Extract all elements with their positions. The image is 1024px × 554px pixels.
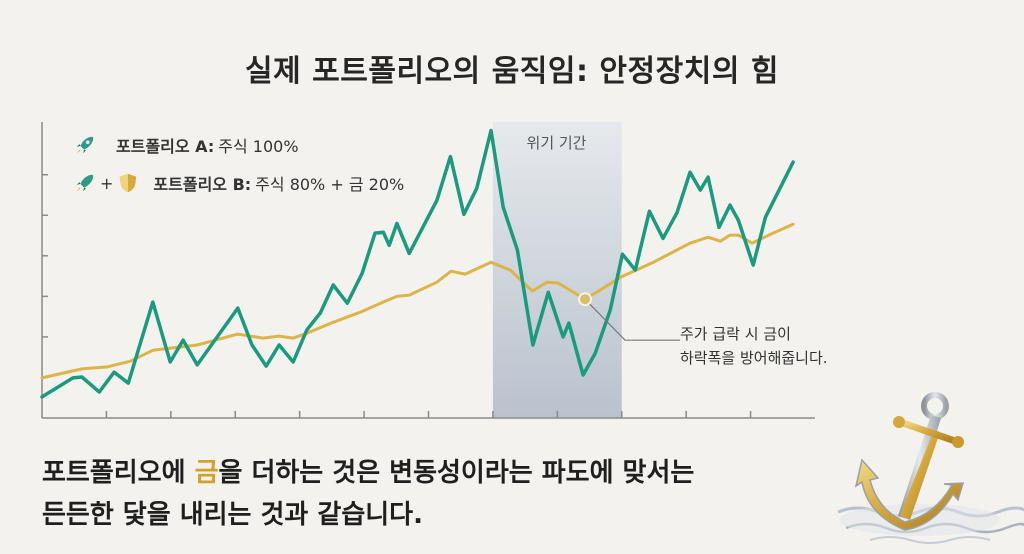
crisis-period-label: 위기 기간 [526, 134, 587, 152]
legend-label-b: 포트폴리오 B: [153, 175, 252, 194]
rocket-icon [76, 136, 94, 154]
series-portfolio-a-line [40, 128, 795, 399]
legend-desc-a: 주식 100% [218, 137, 299, 156]
gold-shield-icon [120, 173, 137, 193]
caption-gold-word: 금 [194, 458, 219, 488]
anchor-illustration [837, 392, 1024, 544]
rocket-icon [76, 174, 94, 192]
legend-item-portfolio-b: + 포트폴리오 B: 주식 80% + 금 20% [74, 171, 404, 195]
caption-text: 을 더하는 것은 변동성이라는 파도에 맞서는 [218, 458, 695, 488]
caption: 포트폴리오에 금을 더하는 것은 변동성이라는 파도에 맞서는 든든한 닻을 내… [42, 452, 694, 536]
caption-text: 포트폴리오에 [42, 458, 195, 488]
legend-item-portfolio-a: 포트폴리오 A: 주식 100% [74, 133, 299, 157]
legend-desc-b: 주식 80% + 금 20% [255, 175, 405, 194]
legend-plus: + [100, 173, 114, 193]
series-portfolio-b-line [40, 222, 795, 380]
annotation-line-1: 주가 급락 시 금이 [680, 325, 791, 343]
caption-line-2: 든든한 닻을 내리는 것과 같습니다. [42, 500, 423, 530]
page-title: 실제 포트폴리오의 움직임: 안정장치의 힘 [245, 54, 779, 89]
caption-line-1: 포트폴리오에 금을 더하는 것은 변동성이라는 파도에 맞서는 [42, 452, 694, 494]
annotation-leader-line [584, 298, 681, 341]
annotation-line-2: 하락폭을 방어해줍니다. [680, 349, 828, 367]
legend-label-a: 포트폴리오 A: [116, 137, 215, 156]
annotation-marker [578, 292, 593, 307]
annotation-text: 주가 급락 시 금이 하락폭을 방어해줍니다. [680, 322, 828, 370]
crisis-period-band [492, 122, 622, 418]
